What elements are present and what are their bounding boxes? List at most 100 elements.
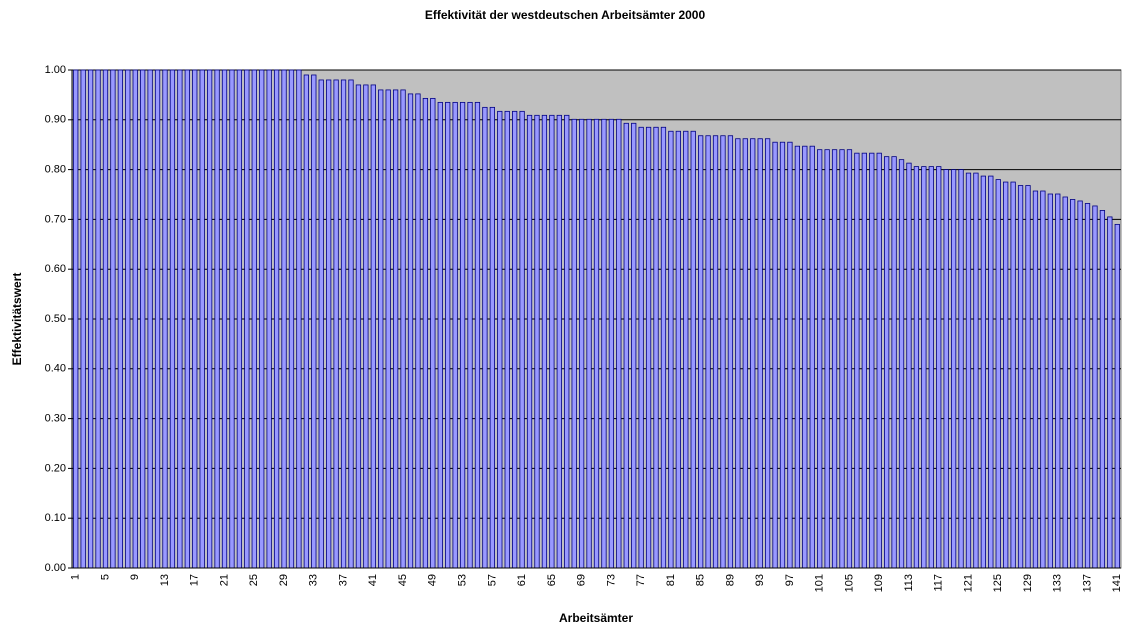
bar [839, 149, 845, 569]
bar [1077, 200, 1083, 569]
x-tick-label: 129 [1022, 574, 1034, 592]
bar [296, 69, 302, 569]
bar [608, 118, 615, 569]
y-tick-label: 0.40 [45, 363, 66, 375]
bar [794, 145, 801, 569]
bar [333, 79, 339, 569]
bar [73, 69, 79, 569]
bar [140, 69, 146, 569]
x-tick-label: 37 [337, 574, 349, 586]
bar [1107, 216, 1113, 569]
bar [80, 69, 86, 569]
bar [437, 101, 443, 569]
bar [147, 69, 153, 569]
x-tick-label: 137 [1081, 574, 1093, 592]
bar [884, 156, 890, 569]
x-tick-label: 65 [546, 574, 558, 586]
bar [921, 166, 927, 569]
x-tick-label: 89 [724, 574, 736, 586]
bar [214, 69, 220, 569]
x-tick-label: 85 [695, 574, 707, 586]
bar [1070, 199, 1076, 569]
bar [452, 101, 458, 569]
y-tick-label: 0.30 [45, 413, 66, 425]
bar [891, 156, 897, 569]
bar [556, 114, 562, 569]
bar [467, 101, 473, 569]
bar [400, 89, 406, 569]
x-tick-label: 41 [367, 574, 379, 586]
bar [1010, 181, 1016, 569]
bar [244, 69, 250, 569]
x-tick-label: 133 [1052, 574, 1064, 592]
y-tick-label: 0.70 [45, 213, 66, 225]
x-tick-label: 45 [397, 574, 409, 586]
bar [526, 114, 533, 569]
bar [973, 172, 979, 569]
bar [1084, 203, 1091, 569]
bar [824, 149, 830, 569]
x-tick-label: 53 [456, 574, 468, 586]
bar [281, 69, 287, 569]
bar [266, 69, 272, 569]
bar [578, 118, 585, 569]
bar [586, 118, 592, 569]
x-tick-label: 81 [665, 574, 677, 586]
bar [831, 149, 838, 569]
bar [876, 152, 882, 569]
bar [221, 69, 228, 569]
bar [772, 141, 778, 569]
bar [1017, 185, 1024, 569]
bar [631, 122, 637, 569]
bar [802, 145, 808, 569]
x-tick-label: 61 [516, 574, 528, 586]
bar [348, 79, 354, 569]
bar [87, 69, 94, 569]
bar [102, 69, 109, 569]
x-tick-label: 97 [784, 574, 796, 586]
bar [132, 69, 138, 569]
bar [392, 89, 399, 569]
bar [616, 118, 622, 569]
bar [1040, 190, 1046, 569]
y-tick-label: 0.60 [45, 263, 66, 275]
bar [571, 118, 577, 569]
bar [273, 69, 280, 569]
bar [534, 114, 540, 569]
bar [251, 69, 257, 569]
x-tick-label: 29 [278, 574, 290, 586]
bar [489, 106, 495, 569]
bar [720, 135, 726, 569]
bar [683, 130, 689, 569]
x-tick-label: 109 [873, 574, 885, 592]
bar [288, 69, 295, 569]
y-tick-label: 0.00 [45, 562, 66, 574]
bar [355, 84, 362, 569]
bar [1055, 193, 1061, 569]
bar [779, 141, 786, 569]
bar [407, 93, 414, 569]
bar [638, 126, 644, 569]
bar [363, 84, 369, 569]
y-tick-label: 1.00 [45, 64, 66, 76]
bar [259, 69, 265, 569]
x-tick-label: 17 [189, 574, 201, 586]
x-tick-label: 9 [129, 574, 141, 580]
bar [787, 141, 793, 569]
bar [95, 69, 101, 569]
chart-title: Effektivität der westdeutschen Arbeitsäm… [425, 8, 706, 22]
bar [1099, 210, 1106, 569]
bar [519, 110, 525, 569]
bar [422, 97, 429, 569]
bar [169, 69, 176, 569]
bar [965, 172, 972, 569]
x-tick-label: 101 [814, 574, 826, 592]
bar [177, 69, 183, 569]
bar [660, 126, 667, 569]
bar [482, 106, 488, 569]
bar [906, 162, 912, 569]
x-tick-label: 105 [843, 574, 855, 592]
bar [326, 79, 332, 569]
bar [229, 69, 235, 569]
bar [1047, 193, 1053, 569]
